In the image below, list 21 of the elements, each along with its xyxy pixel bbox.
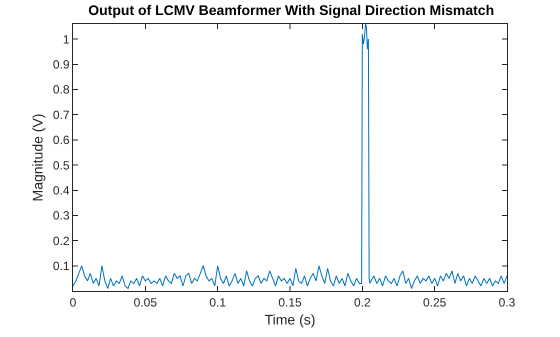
y-tick-label: 0.6 <box>52 133 70 148</box>
x-tick-label: 0.15 <box>278 295 302 310</box>
y-tick-label: 0.3 <box>52 208 70 223</box>
y-tick-label: 0.1 <box>52 259 70 274</box>
x-tick-label: 0.25 <box>422 295 447 310</box>
y-tick-label: 0.7 <box>52 108 70 122</box>
y-tick-label: 0.2 <box>52 234 70 248</box>
line-series <box>73 24 507 289</box>
y-tick-label: 0.8 <box>52 82 70 97</box>
y-axis-title: Magnitude (V) <box>30 114 46 202</box>
x-axis-title: Time (s) <box>264 312 316 328</box>
x-tick-label: 0.05 <box>134 295 158 310</box>
y-tick-label: 1 <box>62 32 70 46</box>
x-tick-label: 0.1 <box>209 295 226 310</box>
y-tick-label: 0.4 <box>52 183 70 198</box>
x-tick-label: 0.2 <box>354 295 371 310</box>
chart-title: Output of LCMV Beamformer With Signal Direction Mismatch <box>88 2 494 18</box>
x-tick-label: 0.3 <box>498 295 516 310</box>
y-tick-label: 0.9 <box>52 58 70 72</box>
y-tick-label: 0.5 <box>52 158 70 172</box>
x-tick-label: 0 <box>70 295 77 310</box>
